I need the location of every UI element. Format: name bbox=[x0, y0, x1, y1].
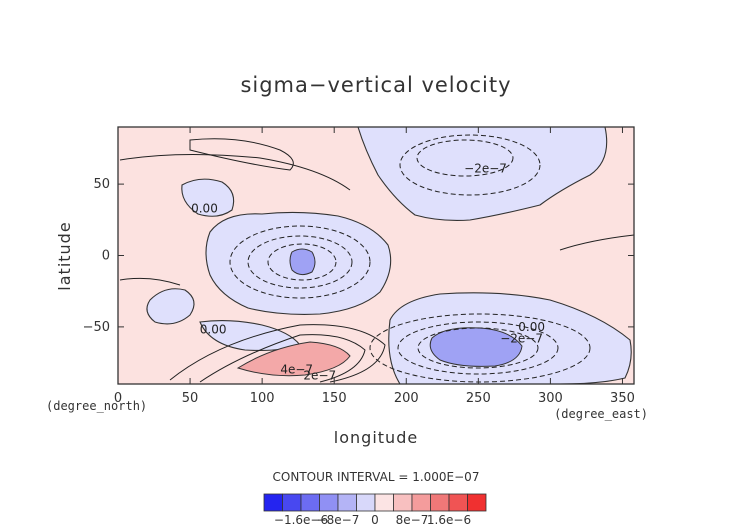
contour-line bbox=[189, 138, 294, 171]
contour-line bbox=[119, 277, 181, 286]
colorbar bbox=[263, 493, 487, 512]
colorbar-swatch bbox=[411, 493, 431, 512]
x-tick-label: 250 bbox=[466, 391, 491, 406]
contour-line bbox=[169, 324, 386, 383]
contour-line bbox=[199, 334, 366, 383]
contour-interval-text: CONTOUR INTERVAL = 1.000E−07 bbox=[273, 470, 480, 484]
contour-label: −2e−7 bbox=[464, 161, 507, 175]
contour-label: 4e−7 bbox=[280, 363, 313, 377]
negative-region-north bbox=[357, 126, 608, 221]
colorbar-swatch bbox=[467, 493, 487, 512]
y-axis-label: latitude bbox=[55, 221, 74, 290]
colorbar-swatch bbox=[448, 493, 468, 512]
contour-label: 0.00 bbox=[518, 320, 545, 334]
x-tick-label: 0 bbox=[114, 391, 122, 406]
y-axis-ticks: 50 0 −50 bbox=[83, 177, 634, 335]
negative-region-west-tropics bbox=[146, 288, 195, 325]
contour-line bbox=[417, 327, 539, 369]
contour-line bbox=[397, 321, 559, 375]
y-unit-label: (degree_north) bbox=[46, 399, 147, 413]
colorbar-swatch bbox=[374, 493, 394, 512]
colorbar-tick-label: 0 bbox=[371, 513, 379, 527]
x-tick-label: 100 bbox=[250, 391, 275, 406]
colorbar-tick-label: 8e−7 bbox=[396, 513, 429, 527]
colorbar-swatch bbox=[337, 493, 357, 512]
colorbar-swatch bbox=[430, 493, 450, 512]
contour-label: 0.00 bbox=[191, 201, 218, 215]
x-tick-label: 200 bbox=[394, 391, 419, 406]
colorbar-swatch bbox=[300, 493, 320, 512]
y-tick-label: −50 bbox=[83, 320, 110, 335]
colorbar-tick-labels: −1.6e−6−8e−7 0 8e−71.6e−6 bbox=[274, 513, 471, 527]
contour-label: 2e−7 bbox=[303, 368, 336, 382]
colorbar-tick-label: −8e−7 bbox=[317, 513, 360, 527]
plot-area: −2e−70.000.00 0.00−2e−74e−72e−7 bbox=[117, 126, 635, 385]
colorbar-swatch bbox=[393, 493, 413, 512]
contour-line bbox=[247, 235, 353, 289]
contour-line bbox=[416, 139, 514, 177]
contour-line bbox=[229, 225, 371, 299]
positive-core-south bbox=[236, 341, 351, 377]
colorbar-swatch bbox=[263, 493, 283, 512]
colorbar-tick-label: −1.6e−6 bbox=[274, 513, 328, 527]
negative-region-northwest bbox=[181, 178, 235, 217]
negative-contours bbox=[229, 134, 591, 383]
contour-labels: −2e−70.000.00 0.00−2e−74e−72e−7 bbox=[191, 161, 545, 382]
x-axis-label: longitude bbox=[334, 428, 418, 447]
contour-label: −2e−7 bbox=[500, 331, 543, 345]
contour-line bbox=[267, 243, 337, 281]
x-unit-label: (degree_east) bbox=[554, 407, 648, 421]
chart-title: sigma−vertical velocity bbox=[240, 73, 511, 97]
colorbar-swatch bbox=[282, 493, 302, 512]
x-tick-label: 300 bbox=[538, 391, 563, 406]
x-tick-label: 150 bbox=[322, 391, 347, 406]
x-tick-label: 350 bbox=[610, 391, 635, 406]
negative-core-tropical bbox=[289, 248, 316, 276]
contour-line bbox=[559, 234, 635, 251]
y-tick-label: 0 bbox=[102, 249, 110, 264]
contour-label: 0.00 bbox=[200, 323, 227, 337]
colorbar-tick-label: 1.6e−6 bbox=[427, 513, 471, 527]
x-tick-label: 50 bbox=[182, 391, 199, 406]
colorbar-swatch bbox=[356, 493, 376, 512]
contour-line bbox=[119, 153, 351, 191]
contour-line bbox=[369, 313, 591, 383]
contour-line bbox=[399, 134, 541, 196]
x-axis-ticks: 0 50 100 150 200 250 300 350 bbox=[114, 127, 635, 406]
colorbar-swatch bbox=[319, 493, 339, 512]
positive-contours bbox=[119, 138, 635, 383]
y-tick-label: 50 bbox=[93, 177, 110, 192]
